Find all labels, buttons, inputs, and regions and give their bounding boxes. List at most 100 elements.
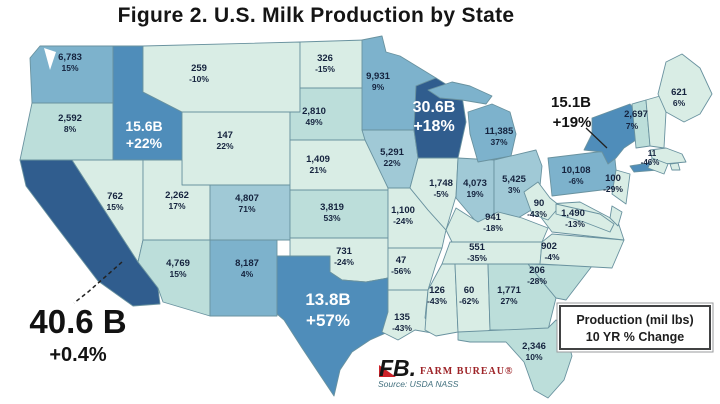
label-pa-production: 10,108: [561, 165, 590, 176]
label-la-production: 135: [394, 312, 411, 323]
legend-line1: Production (mil lbs): [576, 313, 693, 327]
label-ok-change: -24%: [334, 257, 354, 267]
label-nc-change: -4%: [544, 252, 560, 262]
label-wy-production: 147: [217, 130, 233, 141]
label-va-production: 1,490: [561, 208, 585, 219]
state-wy: [181, 111, 291, 186]
label-va-change: -13%: [565, 219, 585, 229]
label-me-change: 6%: [673, 98, 686, 108]
label-wa-production: 6,783: [58, 52, 82, 63]
label-nm-change: 4%: [241, 269, 254, 279]
label-mt-change: -10%: [189, 74, 209, 84]
label-or-change: 8%: [64, 124, 77, 134]
label-sd-change: 49%: [305, 117, 322, 127]
state-nm: [209, 239, 278, 317]
label-wv-production: 90: [534, 198, 545, 209]
label-mn-change: 9%: [372, 82, 385, 92]
label-ks-production: 3,819: [320, 202, 344, 213]
label-ia-production: 5,291: [380, 147, 404, 158]
label-nj-production: 100: [605, 173, 621, 184]
label-ar-production: 47: [396, 255, 407, 266]
label-il-change: -5%: [433, 189, 449, 199]
label-ne-production: 1,409: [306, 154, 330, 165]
label-az-production: 4,769: [166, 258, 190, 269]
label-nc-production: 902: [541, 241, 557, 252]
state-mi-upper-peninsula: [427, 81, 493, 105]
label-mt-production: 259: [191, 63, 207, 74]
state-nh: [645, 95, 667, 149]
label-ga-change: 27%: [500, 296, 517, 306]
label-az-change: 15%: [169, 269, 186, 279]
puget-sound-inlet: [44, 48, 56, 70]
legend-line2: 10 YR % Change: [586, 330, 684, 344]
label-id-change: +22%: [126, 135, 163, 151]
label-tx-production: 13.8B: [305, 290, 350, 309]
label-ky-change: -18%: [483, 223, 503, 233]
legend-box: Production (mil lbs) 10 YR % Change: [556, 302, 714, 353]
label-pa-change: -6%: [568, 176, 584, 186]
label-tn-change: -35%: [467, 253, 487, 263]
label-ky-production: 941: [485, 212, 502, 223]
label-al-production: 60: [464, 285, 475, 296]
state-tn: [441, 241, 543, 265]
logo-red-accent: [379, 365, 396, 377]
label-wv-change: -43%: [527, 209, 547, 219]
highlight-labels-layer: 15.6B +22% 30.6B +18% 13.8B +57%: [125, 99, 455, 330]
label-ca-change: +0.4%: [49, 344, 106, 366]
state-mi: [467, 103, 517, 163]
state-nc: [539, 233, 625, 269]
state-de: [609, 205, 623, 227]
label-tn-production: 551: [469, 242, 486, 253]
label-ma-production: 11: [648, 149, 657, 158]
label-oh-change: 3%: [508, 185, 521, 195]
state-nj: [611, 169, 631, 205]
label-ga-production: 1,771: [497, 285, 521, 296]
label-ut-production: 2,262: [165, 190, 189, 201]
label-nm-production: 8,187: [235, 258, 259, 269]
label-ia-change: 22%: [383, 158, 400, 168]
label-co-change: 71%: [238, 204, 255, 214]
label-ok-production: 731: [336, 246, 353, 257]
label-me-production: 621: [671, 87, 688, 98]
state-ar: [387, 247, 443, 291]
label-ms-production: 126: [429, 285, 445, 296]
state-ga: [487, 263, 557, 331]
label-wi-change: +18%: [413, 118, 454, 135]
label-al-change: -62%: [459, 296, 479, 306]
label-mo-change: -24%: [393, 216, 413, 226]
label-nd-change: -15%: [315, 64, 335, 74]
state-me: [657, 53, 713, 123]
state-mt: [142, 41, 301, 113]
label-fl-production: 2,346: [522, 341, 546, 352]
label-ne-change: 21%: [309, 165, 326, 175]
callout-labels-layer: 15.1B +19% 40.6 B +0.4%: [29, 94, 591, 366]
label-id-production: 15.6B: [125, 118, 162, 134]
states-layer: [19, 35, 713, 399]
label-wy-change: 22%: [216, 141, 233, 151]
label-ny-change: +19%: [553, 114, 592, 131]
source-text: Source: USDA NASS: [378, 379, 459, 389]
state-md: [555, 203, 615, 233]
ny-leader-line: [585, 127, 608, 149]
label-fl-change: 10%: [525, 352, 542, 362]
label-mn-production: 9,931: [366, 71, 390, 82]
label-la-change: -43%: [392, 323, 412, 333]
label-vt-change: 7%: [626, 121, 639, 131]
figure-title: Figure 2. U.S. Milk Production by State: [118, 4, 515, 27]
label-ny-production: 15.1B: [551, 94, 591, 111]
label-in-change: 19%: [466, 189, 483, 199]
farm-bureau-logo: FB. FARM BUREAU® Source: USDA NASS: [378, 355, 513, 389]
label-wi-production: 30.6B: [413, 99, 456, 116]
label-mi-change: 37%: [490, 137, 507, 147]
label-oh-production: 5,425: [502, 174, 526, 185]
label-ks-change: 53%: [323, 213, 340, 223]
ca-leader-line: [73, 261, 123, 304]
label-nv-change: 15%: [106, 202, 123, 212]
logo-org-name: FARM BUREAU®: [420, 366, 513, 377]
label-nj-change: -29%: [603, 184, 623, 194]
label-vt-production: 2,697: [624, 109, 648, 120]
label-ma-change: -46%: [641, 158, 660, 167]
state-fl: [457, 319, 573, 399]
state-labels-layer: 6,783 15% 2,592 8% 762 15% 259 -10% 147 …: [58, 52, 688, 362]
